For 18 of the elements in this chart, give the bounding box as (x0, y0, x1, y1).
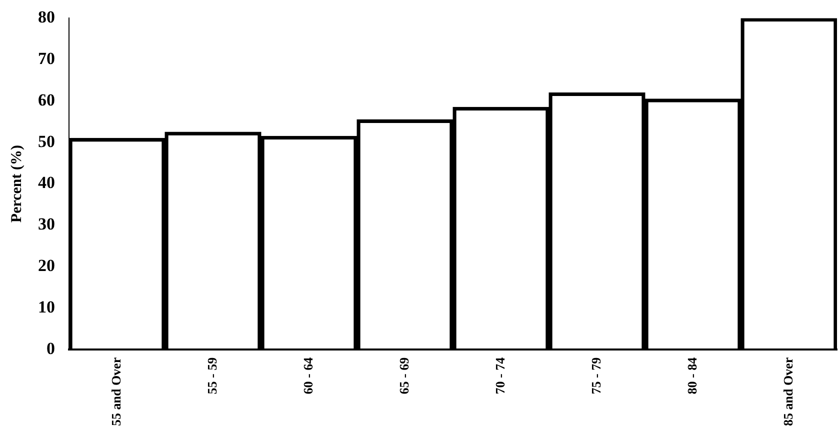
x-tick-label: 70 - 74 (492, 356, 508, 394)
x-tick-label: 55 - 59 (204, 356, 220, 394)
y-tick-label: 20 (38, 256, 55, 275)
y-tick-label: 10 (38, 297, 55, 316)
y-tick-label: 50 (38, 132, 55, 151)
x-tick-label: 65 - 69 (396, 356, 412, 394)
x-tick-label: 60 - 64 (300, 356, 316, 394)
y-tick-label: 80 (38, 8, 55, 27)
y-tick-label: 0 (46, 338, 55, 358)
x-tick-label: 75 - 79 (588, 356, 604, 394)
y-tick-label: 70 (38, 48, 55, 68)
x-tick-label: 55 and Over (108, 357, 124, 426)
x-tick-label: 80 - 84 (684, 356, 700, 394)
x-tick-label: 85 and Over (780, 357, 796, 426)
y-tick-label: 30 (38, 214, 55, 234)
y-tick-label: 60 (38, 90, 55, 110)
y-tick-label: 40 (38, 173, 55, 192)
y-axis-title: Percent (%) (8, 144, 25, 223)
